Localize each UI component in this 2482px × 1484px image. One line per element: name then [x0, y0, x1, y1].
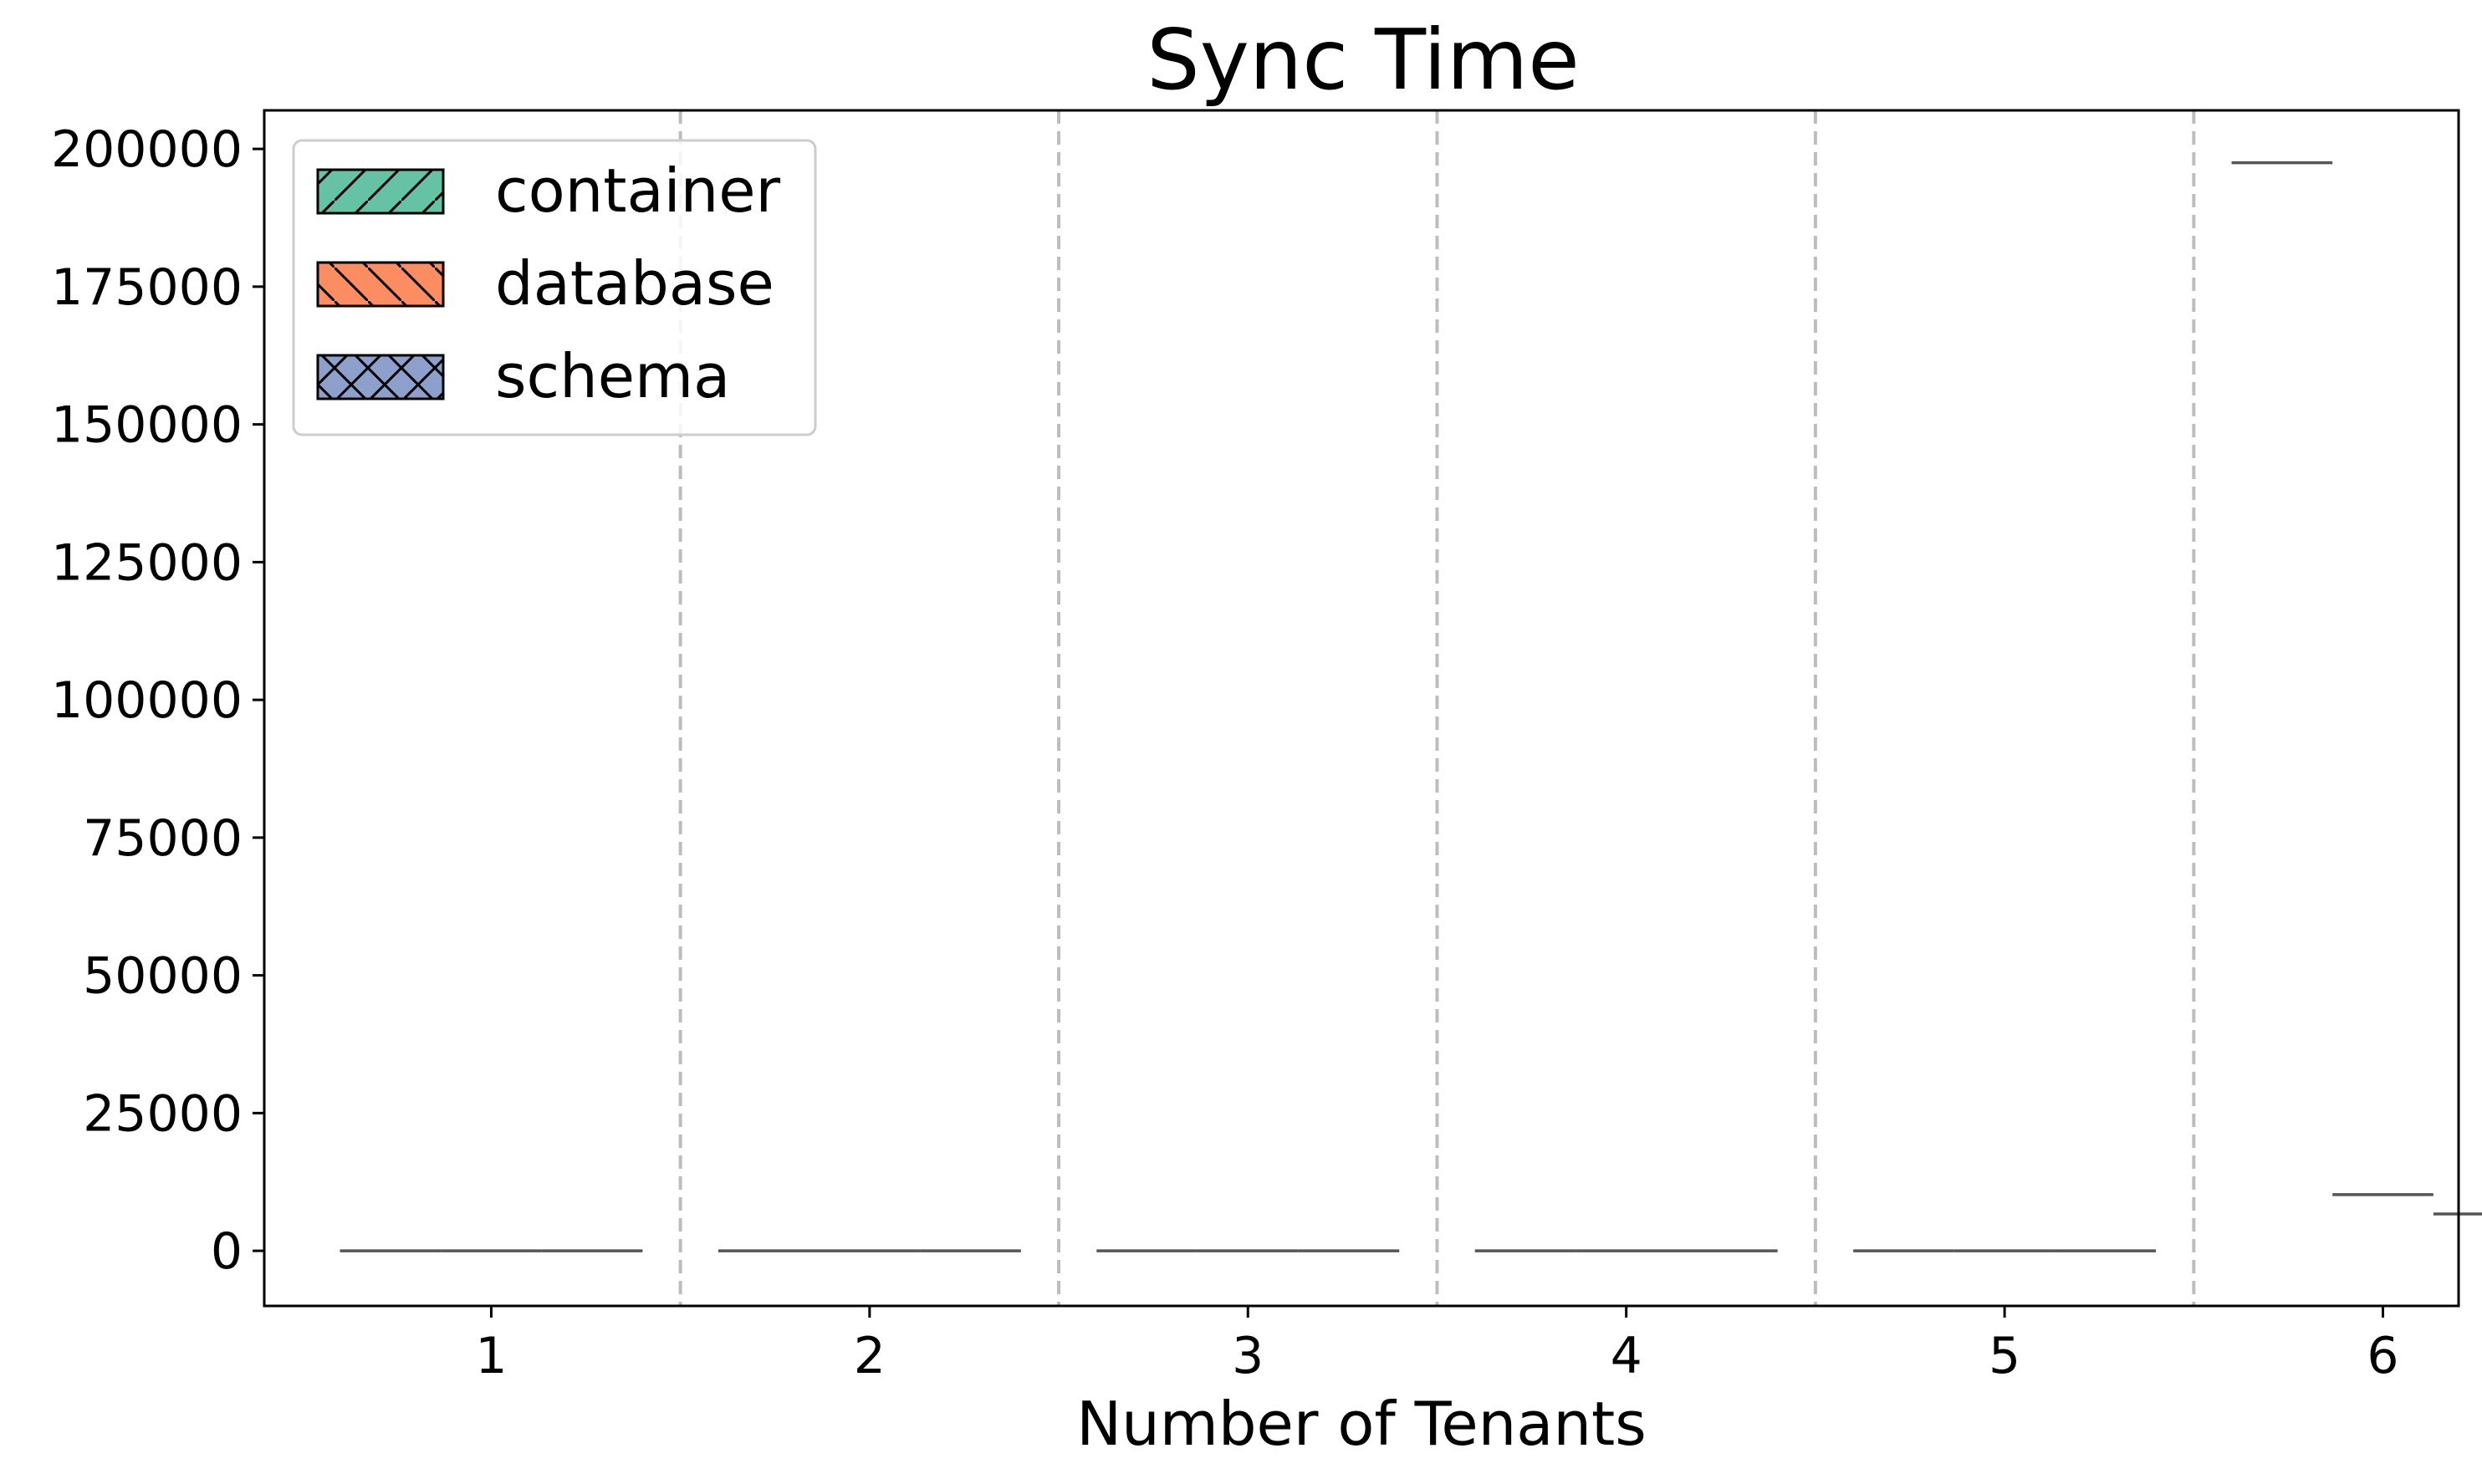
y-tick-label: 75000	[83, 809, 243, 868]
x-tick-label: 6	[2367, 1327, 2398, 1385]
y-tick-label: 150000	[51, 396, 243, 455]
legend: container database schema	[292, 139, 817, 436]
x-tick-label: 3	[1232, 1327, 1264, 1385]
chart-title: Sync Time	[1147, 11, 1580, 109]
x-tick-label: 5	[1989, 1327, 2020, 1385]
x-axis-label: Number of Tenants	[1076, 1389, 1647, 1459]
x-tick-label: 1	[475, 1327, 507, 1385]
plot-frame	[263, 109, 2460, 1308]
y-tick-label: 100000	[51, 671, 243, 730]
x-axis: 1 2 3 4 5 6	[475, 1306, 2399, 1385]
legend-label-database: database	[495, 248, 774, 319]
x-tick-label: 2	[854, 1327, 886, 1385]
y-tick-label: 125000	[51, 533, 243, 592]
group-separators	[678, 110, 2196, 1306]
y-tick-label: 25000	[83, 1084, 243, 1143]
y-tick-label: 50000	[83, 947, 243, 1006]
y-tick-label: 0	[211, 1222, 243, 1281]
legend-label-container: container	[495, 156, 781, 226]
legend-swatch-hatch	[316, 168, 445, 215]
y-tick-label: 175000	[51, 258, 243, 317]
x-tick-label: 4	[1611, 1327, 1642, 1385]
y-axis: 0 25000 50000 75000 100000 125000 150000 175000…	[51, 120, 264, 1281]
legend-label-schema: schema	[495, 341, 730, 411]
legend-swatch-hatch	[316, 261, 445, 308]
legend-swatch-hatch	[316, 354, 445, 400]
data-marks	[340, 161, 2482, 1252]
y-tick-label: 200000	[51, 120, 243, 179]
